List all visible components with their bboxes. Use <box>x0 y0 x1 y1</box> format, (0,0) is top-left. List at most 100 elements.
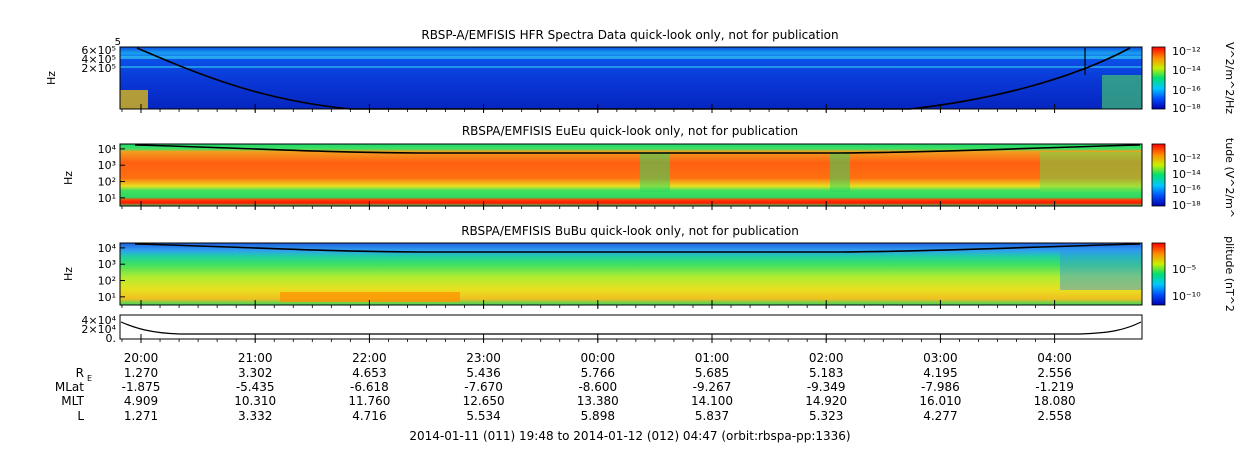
ephem-row-label: MLat <box>55 380 84 394</box>
bubu-ytick-label: 10¹ <box>98 291 116 304</box>
bubu-ytick-label: 10⁴ <box>98 242 117 255</box>
hfr-frame <box>119 46 1143 110</box>
bubu-ytick-label: 10³ <box>98 258 116 271</box>
ephem-cell: -8.600 <box>578 380 617 394</box>
ephem-cell: 2.556 <box>1037 366 1071 380</box>
ephem-cell: 5.837 <box>695 409 729 423</box>
eueu-cbar-tick-3: 10⁻¹⁶ <box>1172 183 1201 196</box>
bubu-cbar-tick-2: 10⁻¹⁰ <box>1172 290 1201 303</box>
ephem-cell: -1.875 <box>122 380 161 394</box>
hfr-colorbar <box>1151 46 1166 110</box>
ephem-cell: 4.653 <box>352 366 386 380</box>
hfr-ylabel: Hz <box>45 71 58 85</box>
ephem-row-label: MLT <box>61 394 84 408</box>
line-ytick-3: 0. <box>106 332 117 345</box>
bubu-colorbar <box>1151 242 1166 306</box>
eueu-ytick-label: 10¹ <box>98 192 116 205</box>
ephem-cell: -7.986 <box>921 380 960 394</box>
hfr-ytick-1: 6×10⁵ <box>81 44 116 57</box>
eueu-yticks: 10⁴ 10³ 10² 10¹ <box>98 143 125 205</box>
ephem-cell: 3.302 <box>238 366 272 380</box>
eueu-ytick-label: 10³ <box>98 159 116 172</box>
ephem-cell: 4.909 <box>124 394 158 408</box>
hfr-cbar-tick-1: 10⁻¹² <box>1172 45 1201 58</box>
bubu-ytick-label: 10² <box>98 275 116 288</box>
hfr-cbar-tick-2: 10⁻¹⁴ <box>1172 64 1201 77</box>
ephem-cell: -7.670 <box>464 380 503 394</box>
ephem-cell: 16.010 <box>919 394 961 408</box>
bubu-ylabel: Hz <box>62 267 75 281</box>
bubu-right-region <box>1060 250 1142 290</box>
ephem-cell: 5.534 <box>466 409 500 423</box>
time-tick-label: 00:00 <box>581 351 616 365</box>
time-tick-label: 20:00 <box>124 351 159 365</box>
bubu-cbar-tick-1: 10⁻⁵ <box>1172 263 1196 276</box>
ephem-cell: -9.349 <box>807 380 846 394</box>
eueu-right-region <box>1040 152 1142 192</box>
bubu-cbar-label: plitude (nT^2 <box>1223 236 1236 312</box>
line-ytick-2: 2×10⁴ <box>81 323 116 336</box>
hfr-title: RBSP-A/EMFISIS HFR Spectra Data quick-lo… <box>421 28 838 42</box>
ephem-cell: -5.435 <box>236 380 275 394</box>
ephem-cell: -1.219 <box>1035 380 1074 394</box>
ephem-cell: 5.766 <box>581 366 615 380</box>
time-tick-label: 22:00 <box>352 351 387 365</box>
hfr-panel: RBSP-A/EMFISIS HFR Spectra Data quick-lo… <box>45 28 1236 115</box>
hfr-right-burst <box>1102 75 1142 109</box>
ephem-cell: 12.650 <box>463 394 505 408</box>
line-series <box>120 321 1142 335</box>
ephem-cell: 14.100 <box>691 394 733 408</box>
eueu-cbar-tick-4: 10⁻¹⁸ <box>1172 199 1201 212</box>
bubu-panel: RBSPA/EMFISIS BuBu quick-look only, not … <box>62 224 1236 312</box>
eueu-ylabel: Hz <box>62 171 75 185</box>
ephemeris-table: R E 1.270 3.302 4.653 5.436 5.766 5.685 5.183 4.1… <box>55 366 1076 423</box>
ephem-cell: 1.270 <box>124 366 158 380</box>
line-frame <box>119 314 1143 340</box>
eueu-panel: RBSPA/EMFISIS EuEu quick-look only, not … <box>62 124 1236 218</box>
ephem-cell: 4.195 <box>923 366 957 380</box>
ephem-cell: 5.323 <box>809 409 843 423</box>
eueu-plasma-line <box>134 144 1141 154</box>
time-tick-label: 04:00 <box>1037 351 1072 365</box>
ephem-cell: 11.760 <box>348 394 390 408</box>
eueu-frame <box>119 143 1143 207</box>
time-range-footer: 2014-01-11 (011) 19:48 to 2014-01-12 (01… <box>409 429 850 443</box>
hfr-ytick-2: 4×10⁵ <box>81 53 116 66</box>
bubu-plasma-line <box>134 243 1141 253</box>
ephem-cell: 4.716 <box>352 409 386 423</box>
hfr-ytick-3: 2×10⁵ <box>81 62 116 75</box>
time-tick-label: 02:00 <box>809 351 844 365</box>
hfr-left-burst <box>120 90 148 109</box>
ephem-cell: 10.310 <box>234 394 276 408</box>
hfr-ytick-top: 5 <box>115 37 121 48</box>
eueu-cbar-tick-1: 10⁻¹² <box>1172 152 1201 165</box>
eueu-gap-2 <box>830 152 850 192</box>
hfr-band-lower <box>120 66 1142 68</box>
ephem-cell: -6.618 <box>350 380 389 394</box>
ephem-cell: 3.332 <box>238 409 272 423</box>
ephem-cell: 5.685 <box>695 366 729 380</box>
hfr-cbar-tick-3: 10⁻¹⁶ <box>1172 84 1201 97</box>
eueu-title: RBSPA/EMFISIS EuEu quick-look only, not … <box>462 124 798 138</box>
ephem-cell: 1.271 <box>124 409 158 423</box>
bubu-yticks: 10⁴ 10³ 10² 10¹ <box>98 242 125 304</box>
time-tick-label: 21:00 <box>238 351 273 365</box>
ephem-cell: -9.267 <box>693 380 732 394</box>
ephem-cell: 5.898 <box>581 409 615 423</box>
hfr-cbar-label: V^2/m^2/Hz <box>1223 42 1236 114</box>
time-tick-label: 23:00 <box>466 351 501 365</box>
eueu-cbar-tick-2: 10⁻¹⁴ <box>1172 168 1201 181</box>
hfr-cbar-tick-4: 10⁻¹⁸ <box>1172 102 1201 115</box>
eueu-ytick-label: 10² <box>98 176 116 189</box>
line-ytick-1: 4×10⁴ <box>81 314 116 327</box>
ephem-row-label: R <box>76 366 84 380</box>
eueu-gap-1 <box>640 152 670 192</box>
time-ticks: 20:00 21:00 22:00 23:00 00:00 01:00 02:00 03:00… <box>121 104 1072 365</box>
time-tick-label: 03:00 <box>923 351 958 365</box>
ephem-row-label: L <box>77 409 84 423</box>
bubu-frame <box>119 242 1143 306</box>
bubu-low-band <box>280 292 460 302</box>
eueu-ytick-label: 10⁴ <box>98 143 117 156</box>
ephem-cell: 5.183 <box>809 366 843 380</box>
